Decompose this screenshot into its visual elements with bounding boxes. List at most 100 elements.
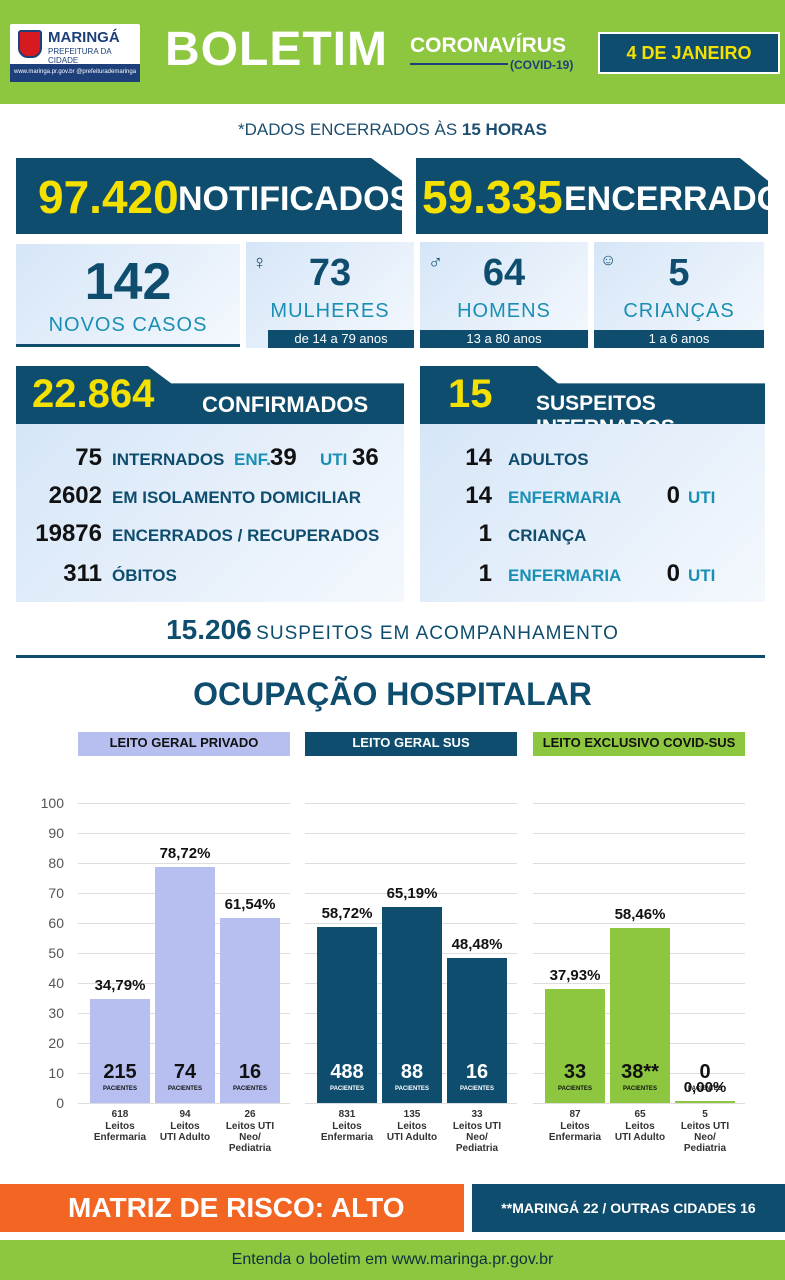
icu-value: 36 [352, 444, 379, 471]
bar-patients-value: 88 [400, 1061, 424, 1083]
covid-underline [410, 63, 508, 65]
suspect-adults-value: 14 [465, 444, 492, 471]
baby-icon: ☺ [600, 252, 617, 269]
bar-patients-label: PACIENTES [460, 1086, 494, 1092]
suspect-child-icu-value: 0 [666, 560, 680, 587]
new-cases-card: 142 NOVOS CASOS [16, 244, 240, 346]
confirmed-value: 22.864 [32, 372, 155, 416]
new-cases-underline [16, 344, 240, 347]
ward-label: ENF. [234, 450, 271, 469]
bar [220, 918, 280, 1103]
bulletin-title: BOLETIM [165, 23, 388, 76]
gridline [533, 803, 745, 804]
y-tick-label: 100 [40, 795, 64, 811]
bar-category-label: Neo/ [239, 1132, 261, 1143]
men-label: HOMENS [457, 300, 551, 322]
y-tick-label: 10 [48, 1065, 64, 1081]
notified-value: 97.420 [38, 171, 179, 223]
recovered-value: 19876 [35, 520, 102, 547]
bar-patients-label: PACIENTES [688, 1086, 722, 1092]
bar-percent-label: 0,00% [683, 1079, 727, 1096]
gridline [305, 803, 517, 804]
tab-sus: LEITO GERAL SUS [305, 732, 517, 756]
bar-percent-label: 48,48% [451, 935, 503, 953]
y-tick-label: 30 [48, 1005, 64, 1021]
bar [675, 1101, 735, 1103]
children-value: 5 [668, 252, 690, 294]
men-card: ♂ 64 HOMENS 13 a 80 anos [420, 242, 588, 348]
cities-note: **MARINGÁ 22 / OUTRAS CIDADES 16 [472, 1184, 785, 1232]
men-value: 64 [482, 252, 526, 294]
bar-beds-value: 831 [338, 1109, 356, 1120]
logo-subtitle: PREFEITURA DA CIDADE [48, 47, 112, 65]
bar-patients-value: 16 [465, 1061, 489, 1083]
y-tick-label: 40 [48, 975, 64, 991]
bar-percent-label: 37,93% [549, 967, 601, 985]
bar-category-label: Enfermaria [93, 1132, 147, 1143]
female-icon: ♀ [252, 252, 267, 274]
covid-subtitle: (COVID-19) [510, 58, 574, 72]
bar-category-label: UTI Adulto [386, 1132, 438, 1143]
bar-category-label: Pediatria [455, 1143, 499, 1154]
gridline [78, 803, 290, 804]
deaths-value: 311 [63, 560, 102, 587]
new-cases-value: 142 [84, 253, 172, 311]
bar [447, 957, 507, 1103]
bar-percent-label: 58,72% [321, 904, 373, 922]
male-icon: ♂ [428, 252, 443, 274]
bar-percent-label: 58,46% [614, 905, 666, 923]
suspect-adult-icu-label: UTI [688, 488, 716, 507]
suspects-panel [420, 424, 765, 602]
deaths-label: ÓBITOS [112, 566, 177, 585]
bar-category-label: Leitos [560, 1121, 590, 1132]
bar-category-label: Leitos [397, 1121, 427, 1132]
notified-banner: 97.420 NOTIFICADOS [16, 158, 402, 234]
bar-patients-value: 16 [238, 1061, 262, 1083]
bar-percent-label: 65,19% [386, 885, 438, 903]
gridline [78, 833, 290, 834]
gridline [305, 833, 517, 834]
bar-category-label: Neo/ [694, 1132, 716, 1143]
y-tick-label: 90 [48, 825, 64, 841]
closed-label: ENCERRADOS [564, 180, 785, 218]
gridline [78, 1103, 290, 1104]
bar-percent-label: 78,72% [159, 844, 211, 862]
bar-category-label: Neo/ [466, 1132, 488, 1143]
gridline [78, 863, 290, 864]
bar-beds-value: 94 [179, 1109, 191, 1120]
footer-bar: Entenda o boletim em www.maringa.pr.gov.… [0, 1240, 785, 1280]
monitoring-value: 15.206 [166, 614, 252, 645]
bar-category-label: Leitos UTI [225, 1121, 275, 1132]
notified-label: NOTIFICADOS [178, 180, 413, 218]
data-cutoff-note: *DADOS ENCERRADOS ÀS 15 HORAS [0, 120, 785, 140]
bar-category-label: Enfermaria [320, 1132, 374, 1143]
women-age-range: de 14 a 79 anos [268, 330, 414, 348]
gridline [533, 863, 745, 864]
ward-value: 39 [270, 444, 297, 471]
suspect-child-icu-label: UTI [688, 566, 716, 585]
bar-category-label: Enfermaria [548, 1132, 602, 1143]
note-prefix: *DADOS ENCERRADOS ÀS [238, 120, 462, 139]
bar-patients-value: 38** [621, 1061, 659, 1083]
bar-category-label: Leitos [332, 1121, 362, 1132]
new-cases-label: NOVOS CASOS [48, 314, 208, 336]
y-tick-label: 0 [56, 1095, 64, 1111]
city-shield-icon [18, 30, 42, 58]
monitoring-line: 15.206 SUSPEITOS EM ACOMPANHAMENTO [0, 614, 785, 646]
logo-city-name: MARINGÁ [48, 29, 120, 46]
covid-title: CORONAVÍRUS [410, 34, 566, 57]
date-badge: 4 DE JANEIRO [598, 32, 780, 74]
bar [155, 866, 215, 1103]
bar-category-label: UTI Adulto [614, 1132, 666, 1143]
gridline [305, 1103, 517, 1104]
women-label: MULHERES [270, 300, 390, 322]
bar-category-label: Leitos UTI [680, 1121, 730, 1132]
bar-patients-value: 74 [173, 1061, 197, 1083]
bar-patients-value: 33 [563, 1061, 587, 1083]
y-tick-label: 70 [48, 885, 64, 901]
bar-category-label: Leitos [170, 1121, 200, 1132]
bar-category-label: Pediatria [683, 1143, 727, 1154]
tab-private: LEITO GERAL PRIVADO [78, 732, 290, 756]
bar-patients-label: PACIENTES [395, 1086, 429, 1092]
y-tick-label: 80 [48, 855, 64, 871]
